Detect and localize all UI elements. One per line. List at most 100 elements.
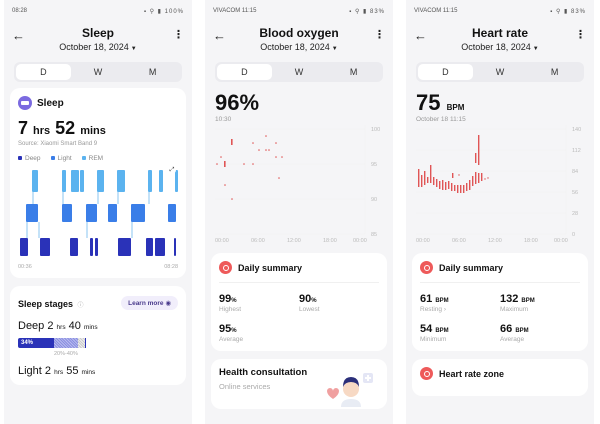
date-picker[interactable]: October 18, 2024 ▼ bbox=[59, 42, 137, 52]
legend-deep: Deep bbox=[18, 155, 41, 162]
caret-down-icon: ▼ bbox=[532, 46, 539, 52]
svg-text:18:00: 18:00 bbox=[323, 238, 337, 243]
caret-down-icon: ▼ bbox=[331, 46, 338, 52]
info-icon[interactable]: ⓘ bbox=[77, 303, 84, 309]
chart-x-axis: 00:36 08:28 bbox=[18, 264, 178, 270]
data-source: Source: Xiaomi Smart Band 9 bbox=[18, 141, 98, 147]
svg-text:00:00: 00:00 bbox=[554, 238, 568, 243]
svg-text:112: 112 bbox=[572, 148, 581, 154]
current-value: 96% bbox=[215, 90, 260, 115]
tab-week[interactable]: W bbox=[93, 67, 103, 77]
page-header: ← Heart rate October 18, 2024 ▼ ⋮ bbox=[406, 22, 594, 58]
stat-highest: 99% Highest bbox=[219, 293, 242, 313]
sleep-stages-card: Sleep stages ⓘ Learn more ◉ Deep 2 hrs 4… bbox=[10, 286, 186, 385]
period-selector: D W M bbox=[416, 62, 584, 82]
svg-text:28: 28 bbox=[572, 211, 578, 217]
tab-month[interactable]: M bbox=[550, 67, 559, 77]
daily-summary-card: Daily summary 99% Highest 90% Lowest 95% Av… bbox=[211, 253, 387, 351]
more-options-icon[interactable]: ⋮ bbox=[374, 29, 385, 41]
oxygen-icon bbox=[219, 261, 232, 274]
deep-sleep-duration: Deep 2 hrs 40 mins bbox=[18, 320, 98, 332]
expand-icon[interactable]: ⤢ bbox=[168, 166, 176, 174]
stat-lowest: 90% Lowest bbox=[299, 293, 320, 313]
back-arrow-icon[interactable]: ← bbox=[414, 28, 427, 43]
daily-summary-card: Daily summary 61 BPM Resting › 132 BPM Max… bbox=[412, 253, 588, 351]
date-picker[interactable]: October 18, 2024 ▼ bbox=[461, 42, 539, 52]
more-options-icon[interactable]: ⋮ bbox=[575, 29, 586, 41]
section-title: Sleep stages bbox=[18, 299, 74, 309]
back-arrow-icon[interactable]: ← bbox=[213, 28, 226, 43]
tab-day[interactable]: D bbox=[16, 64, 71, 80]
svg-text:100: 100 bbox=[371, 127, 380, 133]
tab-day[interactable]: D bbox=[418, 64, 473, 80]
status-time: 08:28 bbox=[12, 8, 28, 14]
more-options-icon[interactable]: ⋮ bbox=[173, 29, 184, 41]
heart-rate-screen: VIVACOM 11:15 ▪ ⚲ ▮ 83% ← Heart rate Oct… bbox=[406, 0, 594, 424]
svg-text:06:00: 06:00 bbox=[452, 238, 466, 243]
legend-light: Light bbox=[50, 155, 72, 162]
tab-week[interactable]: W bbox=[495, 67, 505, 77]
sleep-screen: 08:28 ▪ ⚲ ▮ 100% ← Sleep October 18, 202… bbox=[4, 0, 192, 424]
learn-more-button[interactable]: Learn more ◉ bbox=[121, 296, 178, 310]
tab-month[interactable]: M bbox=[349, 67, 358, 77]
svg-text:18:00: 18:00 bbox=[524, 238, 538, 243]
tab-month[interactable]: M bbox=[148, 67, 157, 77]
sleep-stage-chart[interactable]: ⤢ bbox=[18, 166, 178, 258]
svg-text:95: 95 bbox=[371, 162, 377, 168]
period-selector: D W M bbox=[215, 62, 383, 82]
light-sleep-duration: Light 2 hrs 55 mins bbox=[18, 365, 96, 377]
reading-time: October 18 11:15 bbox=[416, 116, 466, 123]
svg-text:00:00: 00:00 bbox=[416, 238, 430, 243]
status-icons: ▪ ⚲ ▮ 100% bbox=[143, 8, 184, 15]
page-header: ← Sleep October 18, 2024 ▼ ⋮ bbox=[4, 22, 192, 58]
stat-minimum: 54 BPM Minimum bbox=[420, 323, 449, 343]
doctor-illustration bbox=[319, 367, 379, 407]
tab-week[interactable]: W bbox=[294, 67, 304, 77]
back-arrow-icon[interactable]: ← bbox=[12, 28, 25, 43]
page-title: Blood oxygen bbox=[259, 26, 339, 40]
reference-range: 20%-40% bbox=[54, 351, 78, 357]
date-picker[interactable]: October 18, 2024 ▼ bbox=[260, 42, 338, 52]
stat-average: 66 BPM Average bbox=[500, 323, 529, 343]
deep-sleep-bar: 34% bbox=[18, 338, 86, 348]
status-bar: VIVACOM 11:15 ▪ ⚲ ▮ 83% bbox=[414, 8, 586, 15]
svg-text:90: 90 bbox=[371, 197, 377, 203]
reading-time: 10:30 bbox=[215, 116, 232, 123]
stat-maximum: 132 BPM Maximum bbox=[500, 293, 535, 313]
period-selector: D W M bbox=[14, 62, 182, 82]
page-title: Heart rate bbox=[471, 26, 529, 40]
eye-icon: ◉ bbox=[165, 300, 171, 307]
chart-legend: Deep Light REM bbox=[18, 155, 178, 162]
health-consultation-card[interactable]: Health consultation Online services bbox=[211, 359, 387, 409]
page-header: ← Blood oxygen October 18, 2024 ▼ ⋮ bbox=[205, 22, 393, 58]
card-title: Sleep bbox=[37, 97, 64, 109]
svg-text:56: 56 bbox=[572, 190, 578, 196]
svg-text:85: 85 bbox=[371, 232, 377, 238]
heart-rate-zone-card[interactable]: Heart rate zone bbox=[412, 359, 588, 396]
heart-rate-chart[interactable]: 140 112 84 56 28 0 00:00 06:00 12:00 18:00 00:00 bbox=[416, 125, 588, 243]
stat-resting[interactable]: 61 BPM Resting › bbox=[420, 293, 449, 313]
svg-text:12:00: 12:00 bbox=[287, 238, 301, 243]
stat-average: 95% Average bbox=[219, 323, 244, 343]
tab-day[interactable]: D bbox=[217, 64, 272, 80]
status-bar: 08:28 ▪ ⚲ ▮ 100% bbox=[4, 0, 192, 22]
sleep-card: Sleep 7 hrs 52 mins Source: Xiaomi Smart… bbox=[10, 88, 186, 278]
caret-down-icon: ▼ bbox=[130, 46, 137, 52]
svg-text:06:00: 06:00 bbox=[251, 238, 265, 243]
svg-text:84: 84 bbox=[572, 169, 578, 175]
svg-text:00:00: 00:00 bbox=[215, 238, 229, 243]
sleep-duration: 7 hrs 52 mins bbox=[18, 118, 106, 138]
bed-icon bbox=[18, 96, 32, 110]
chevron-right-icon: › bbox=[443, 306, 447, 313]
svg-text:0: 0 bbox=[572, 232, 575, 238]
zone-icon bbox=[420, 367, 433, 380]
svg-text:00:00: 00:00 bbox=[353, 238, 367, 243]
legend-rem: REM bbox=[81, 155, 103, 162]
blood-oxygen-screen: VIVACOM 11:15 ▪ ⚲ ▮ 83% ← Blood oxygen O… bbox=[205, 0, 393, 424]
svg-text:12:00: 12:00 bbox=[488, 238, 502, 243]
status-bar: VIVACOM 11:15 ▪ ⚲ ▮ 83% bbox=[213, 8, 385, 15]
blood-oxygen-chart[interactable]: 100 95 90 85 00:00 06:00 12:00 18:00 00:00 bbox=[215, 125, 387, 243]
heart-icon bbox=[420, 261, 433, 274]
svg-text:140: 140 bbox=[572, 127, 581, 133]
